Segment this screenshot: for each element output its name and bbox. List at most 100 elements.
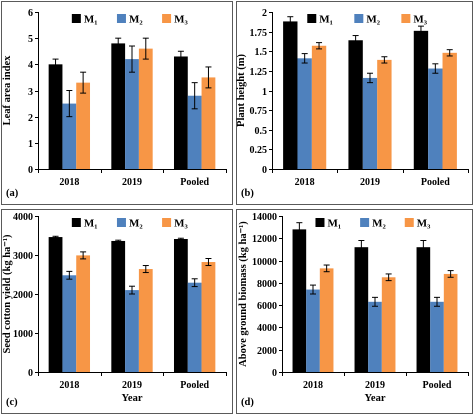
y-tick-label: 0.25 — [250, 145, 268, 156]
bar-M-2019 — [111, 43, 126, 169]
legend-label: M₃ — [174, 218, 188, 230]
y-tick-label: 10000 — [252, 257, 277, 268]
y-tick-label: 1.75 — [250, 28, 268, 39]
bar-M-2018 — [76, 82, 91, 169]
panel-label: (c) — [6, 397, 18, 408]
legend-swatch — [354, 14, 364, 23]
bar-M-2019 — [381, 277, 396, 372]
x-category-label: Pooled — [180, 380, 209, 391]
y-tick-label: 1 — [28, 139, 33, 150]
y-axis-title: Plant height (m) — [236, 54, 247, 127]
legend-label: M₁ — [84, 14, 98, 26]
y-tick-label: 2000 — [13, 290, 33, 301]
chart-panel-b: 0 0.25 0.5 0.75 1 1.25 1.5 1.75 2 2018 2019 Pooled M… — [236, 1, 473, 205]
bar-M-pooled — [201, 77, 216, 169]
legend-label: M₁ — [319, 14, 333, 26]
bar-M-2018 — [76, 255, 91, 372]
bar-M-2018 — [297, 58, 312, 169]
bar-M-pooled — [443, 273, 458, 372]
bar-M-2018 — [319, 268, 334, 372]
y-tick-label: 2000 — [257, 346, 277, 357]
x-category-label: Pooled — [421, 177, 450, 188]
y-tick-label: 14000 — [252, 212, 277, 223]
y-tick-label: 0 — [28, 368, 33, 379]
bar-M-2018 — [292, 229, 307, 372]
legend-swatch — [162, 14, 172, 23]
legend-swatch — [401, 14, 411, 23]
bar-M-2019 — [368, 301, 382, 372]
bar-M-pooled — [428, 68, 443, 169]
y-tick-label: 5 — [28, 34, 33, 45]
x-category-label: Pooled — [423, 380, 452, 391]
legend-label: M₃ — [174, 14, 188, 26]
legend-label: M₃ — [417, 218, 431, 230]
y-tick-label: 4 — [28, 60, 33, 71]
y-tick-label: 8000 — [257, 279, 277, 290]
y-tick-label: 4000 — [13, 212, 33, 223]
bar-M-pooled — [430, 301, 444, 372]
y-tick-label: 1000 — [13, 329, 33, 340]
y-tick-label: 0.5 — [255, 126, 268, 137]
legend-swatch — [162, 218, 172, 227]
y-tick-label: 1.25 — [250, 67, 268, 78]
legend-label: M₂ — [372, 218, 386, 230]
legend-label: M₃ — [413, 14, 427, 26]
x-axis-title: Year — [365, 393, 386, 404]
x-category-label: 2019 — [360, 177, 380, 188]
bar-M-pooled — [173, 239, 188, 372]
x-category-label: 2018 — [303, 380, 323, 391]
x-category-label: 2019 — [365, 380, 385, 391]
y-tick-label: 4000 — [257, 323, 277, 334]
legend-swatch — [404, 218, 414, 227]
x-category-label: 2018 — [59, 177, 79, 188]
y-axis-title: Leaf area index — [2, 55, 13, 126]
bar-M-pooled — [416, 247, 431, 372]
legend-label: M₁ — [327, 218, 341, 230]
bar-M-2018 — [48, 64, 63, 169]
bar-M-pooled — [187, 282, 202, 372]
x-category-label: 2019 — [122, 380, 142, 391]
y-tick-label: 0.75 — [250, 106, 268, 117]
y-tick-label: 0 — [262, 165, 267, 176]
bar-M-2019 — [362, 77, 378, 169]
legend-swatch — [116, 14, 126, 23]
bar-M-2018 — [62, 103, 77, 169]
y-tick-label: 2 — [28, 113, 33, 124]
bar-M-2018 — [306, 289, 320, 372]
bar-M-2018 — [62, 275, 77, 372]
bar-M-pooled — [173, 56, 188, 169]
legend-swatch — [71, 14, 81, 23]
y-tick-label: 6 — [28, 8, 33, 19]
panel-label: (a) — [6, 188, 19, 199]
legend-swatch — [315, 218, 325, 227]
y-tick-label: 0 — [28, 165, 33, 176]
bar-M-2019 — [125, 290, 139, 372]
bar-M-2018 — [283, 21, 298, 170]
bar-M-pooled — [442, 52, 457, 169]
y-tick-label: 1.5 — [255, 47, 268, 58]
y-axis-title: Seed cotton yield (kg ha⁻¹) — [2, 234, 13, 353]
panel-label: (b) — [241, 188, 254, 199]
bar-M-2019 — [111, 240, 126, 372]
legend-swatch — [360, 218, 370, 227]
bar-M-2019 — [138, 269, 153, 372]
legend-swatch — [116, 218, 126, 227]
y-tick-label: 0 — [272, 368, 277, 379]
chart-panel-c: 0 1000 2000 3000 4000 2018 2019 Pooled M₁ M₂ M₃ See… — [1, 209, 233, 414]
bar-M-2018 — [48, 237, 63, 372]
bar-M-pooled — [187, 95, 202, 169]
x-category-label: Pooled — [180, 177, 209, 188]
y-tick-label: 3000 — [13, 251, 33, 262]
bar-M-2018 — [311, 45, 327, 169]
legend-label: M₂ — [129, 14, 143, 26]
legend-swatch — [307, 14, 317, 23]
x-axis-title: Year — [122, 393, 143, 404]
y-tick-label: 1 — [262, 87, 267, 98]
legend-label: M₂ — [129, 218, 143, 230]
legend-label: M₁ — [84, 218, 98, 230]
y-tick-label: 12000 — [252, 234, 277, 245]
y-tick-label: 3 — [28, 87, 33, 98]
bar-M-2019 — [377, 59, 392, 170]
legend-swatch — [71, 218, 81, 227]
